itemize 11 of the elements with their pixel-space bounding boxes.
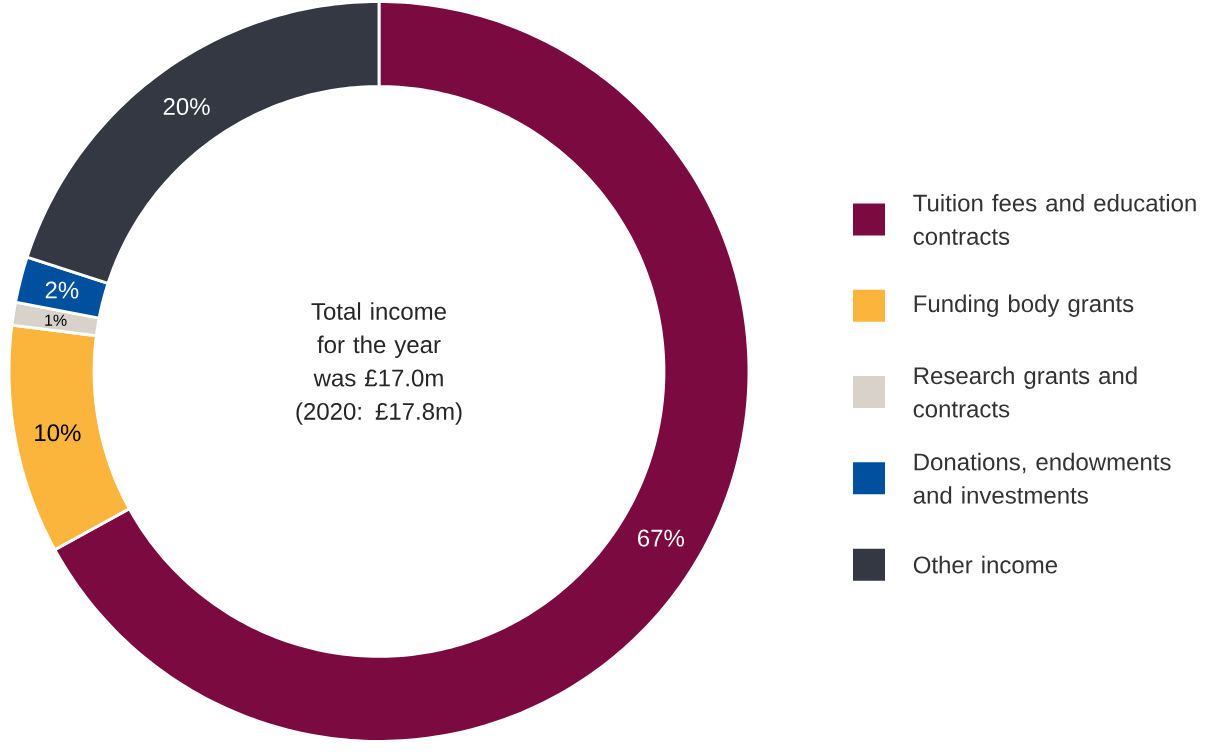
data-label: 10% [35, 424, 81, 442]
legend-label: Other income [913, 555, 1058, 574]
legend-label: Research grants and contracts [913, 366, 1137, 418]
legend-label: Tuition fees and education contracts [913, 193, 1196, 245]
text: Total income for the year was £17.0m (2020: £17.8m) [296, 302, 462, 425]
data-label: 1% [45, 314, 67, 326]
data-label: 2% [45, 281, 79, 299]
data-label: 20% [163, 97, 210, 115]
legend-label: Donations, endowments and investments [913, 452, 1171, 504]
data-label: 67% [638, 529, 685, 547]
legend-label: Funding body grants [914, 294, 1134, 317]
